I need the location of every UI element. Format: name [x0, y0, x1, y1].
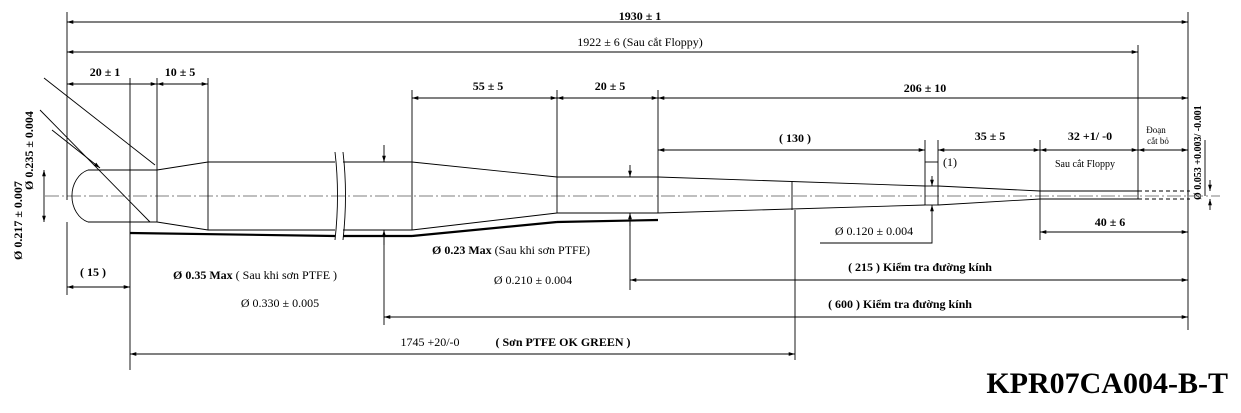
left-diameter-1: Ø 0.235 ± 0.004: [22, 111, 36, 190]
dim-40-label: 40 ± 6: [1095, 215, 1126, 229]
tip-taper-label: 10 ± 5: [165, 65, 196, 79]
check-600-label: ( 600 ) Kiểm tra đường kính: [828, 297, 972, 311]
part-outline: [45, 151, 1220, 241]
cut-length-label: 1922 ± 6 (Sau cắt Floppy): [577, 35, 703, 49]
extension-lines: [66, 12, 1206, 370]
d120-label: Ø 0.120 ± 0.004: [835, 224, 913, 238]
dimension-labels: 1930 ± 1 1922 ± 6 (Sau cắt Floppy) 20 ± …: [11, 9, 1228, 400]
floppy-cut-label: Sau cắt Floppy: [1055, 159, 1115, 170]
check-215-label: ( 215 ) Kiểm tra đường kính: [848, 260, 992, 274]
dim-15-label: ( 15 ): [80, 265, 106, 279]
scrap-label-1: Đoạn: [1146, 125, 1166, 135]
d023-rest: (Sau khi sơn PTFE): [492, 243, 590, 257]
part-number: KPR07CA004-B-T: [986, 367, 1228, 400]
seg-32-label: 32 +1/ -0: [1068, 129, 1112, 143]
d210-label: Ø 0.210 ± 0.004: [494, 273, 572, 287]
seg-130-label: ( 130 ): [779, 131, 811, 145]
ptfe-note-label: ( Sơn PTFE OK GREEN ): [496, 335, 631, 349]
tip-length-label: 20 ± 1: [90, 65, 121, 79]
end-diameter-label: Ø 0.053 +0.003/ -0.001: [1193, 105, 1204, 200]
scrap-label-2: cắt bỏ: [1147, 136, 1169, 146]
ptfe-length-label: 1745 +20/-0: [400, 335, 459, 349]
d023-label: Ø 0.23 Max (Sau khi sơn PTFE): [432, 243, 590, 257]
seg-c-label: 206 ± 10: [904, 81, 947, 95]
d035-label: Ø 0.35 Max ( Sau khi sơn PTFE ): [173, 268, 337, 282]
d023-bold: Ø 0.23 Max: [432, 243, 492, 257]
dimension-lines: [39, 20, 1212, 356]
d035-rest: ( Sau khi sơn PTFE ): [233, 268, 337, 282]
d330-label: Ø 0.330 ± 0.005: [241, 296, 319, 310]
seg-1-label: (1): [943, 155, 957, 169]
seg-b-label: 20 ± 5: [595, 79, 626, 93]
d035-bold: Ø 0.35 Max: [173, 268, 233, 282]
total-length-label: 1930 ± 1: [619, 9, 662, 23]
seg-35-label: 35 ± 5: [975, 129, 1006, 143]
taper-a-label: 55 ± 5: [473, 79, 504, 93]
left-diameter-2: Ø 0.217 ± 0.007: [11, 181, 25, 260]
